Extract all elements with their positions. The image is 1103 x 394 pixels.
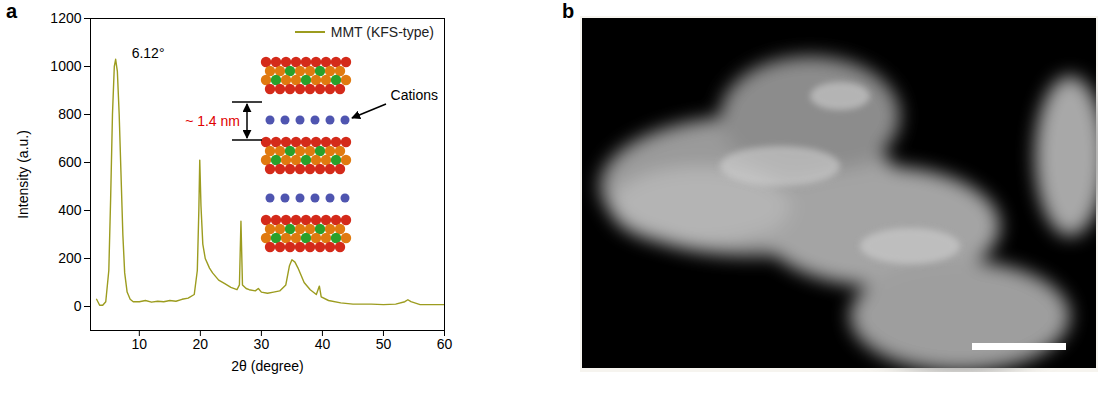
svg-text:20: 20 <box>193 336 209 352</box>
svg-text:~ 1.4 nm: ~ 1.4 nm <box>185 113 240 129</box>
svg-text:10: 10 <box>132 336 148 352</box>
svg-text:Cations: Cations <box>391 87 438 103</box>
svg-text:40: 40 <box>315 336 331 352</box>
svg-text:6.12°: 6.12° <box>132 45 165 61</box>
svg-text:50: 50 <box>376 336 392 352</box>
svg-text:1000: 1000 <box>50 58 81 74</box>
svg-text:0: 0 <box>74 298 82 314</box>
html-text:b: b <box>562 0 575 22</box>
svg-text:600: 600 <box>58 154 82 170</box>
svg-text:1200: 1200 <box>50 10 81 26</box>
html-text:a: a <box>6 0 18 22</box>
svg-text:60: 60 <box>437 336 453 352</box>
svg-text:400: 400 <box>58 202 82 218</box>
svg-text:Intensity (a.u.): Intensity (a.u.) <box>15 130 31 219</box>
svg-text:2θ (degree): 2θ (degree) <box>231 358 303 374</box>
html-text:MMT (KFS-type): MMT (KFS-type) <box>330 24 434 40</box>
svg-text:200: 200 <box>58 250 82 266</box>
svg-text:800: 800 <box>58 106 82 122</box>
svg-text:30: 30 <box>254 336 270 352</box>
